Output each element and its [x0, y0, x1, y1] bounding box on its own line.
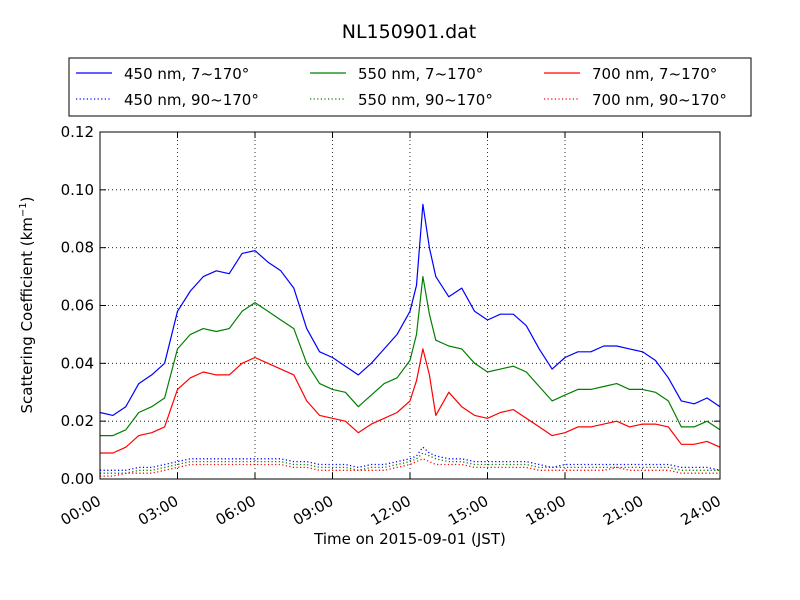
y-tick-label: 0.04	[61, 354, 94, 372]
series-line-4	[100, 348, 721, 454]
y-tick-label: 0.00	[61, 470, 94, 488]
legend: 450 nm, 7~170° 450 nm, 90~170° 550 nm, 7~1…	[68, 57, 752, 117]
legend-label-1: 450 nm, 90~170°	[124, 91, 259, 109]
legend-label-2: 550 nm, 7~170°	[358, 65, 483, 83]
y-axis-label: Scattering Coefficient (km−1)	[18, 196, 36, 413]
x-tick-label: 21:00	[600, 492, 646, 529]
x-tick-label: 09:00	[290, 492, 336, 529]
legend-label-5: 700 nm, 90~170°	[592, 91, 727, 109]
y-axis-label-main: Scattering Coefficient (km	[18, 217, 36, 413]
legend-frame	[68, 57, 752, 117]
x-tick-label: 00:00	[58, 492, 104, 529]
series-line-0	[99, 203, 721, 416]
y-tick-label: 0.06	[61, 297, 94, 315]
y-tick-label: 0.10	[61, 181, 94, 199]
y-tick-label: 0.02	[61, 412, 94, 430]
x-tick-label: 03:00	[135, 492, 181, 529]
series-line-5	[100, 458, 720, 477]
series-layer	[99, 203, 721, 477]
series-line-3	[100, 452, 720, 474]
axis-ticks	[99, 131, 721, 480]
series-line-2	[100, 276, 721, 437]
x-axis-label: Time on 2015-09-01 (JST)	[313, 530, 506, 548]
x-tick-label: 15:00	[445, 492, 491, 529]
y-tick-labels: 0.00 0.02 0.04 0.06 0.08 0.10 0.12	[61, 123, 94, 488]
x-tick-labels: 00:00 03:00 06:00 09:00 12:00 15:00 18:00 21:00…	[58, 492, 724, 529]
y-tick-label: 0.08	[61, 239, 94, 257]
x-tick-label: 12:00	[368, 492, 414, 529]
x-tick-label: 24:00	[678, 492, 724, 529]
y-tick-label: 0.12	[61, 123, 94, 141]
y-axis-label-close: )	[18, 196, 36, 202]
legend-label-0: 450 nm, 7~170°	[124, 65, 249, 83]
series-line-1	[100, 446, 721, 471]
x-tick-label: 06:00	[213, 492, 259, 529]
grid-lines	[100, 132, 720, 479]
legend-label-3: 550 nm, 90~170°	[358, 91, 493, 109]
y-axis-label-exponent: −1	[18, 202, 29, 217]
chart-title: NL150901.dat	[342, 21, 477, 43]
x-tick-label: 18:00	[523, 492, 569, 529]
legend-label-4: 700 nm, 7~170°	[592, 65, 717, 83]
